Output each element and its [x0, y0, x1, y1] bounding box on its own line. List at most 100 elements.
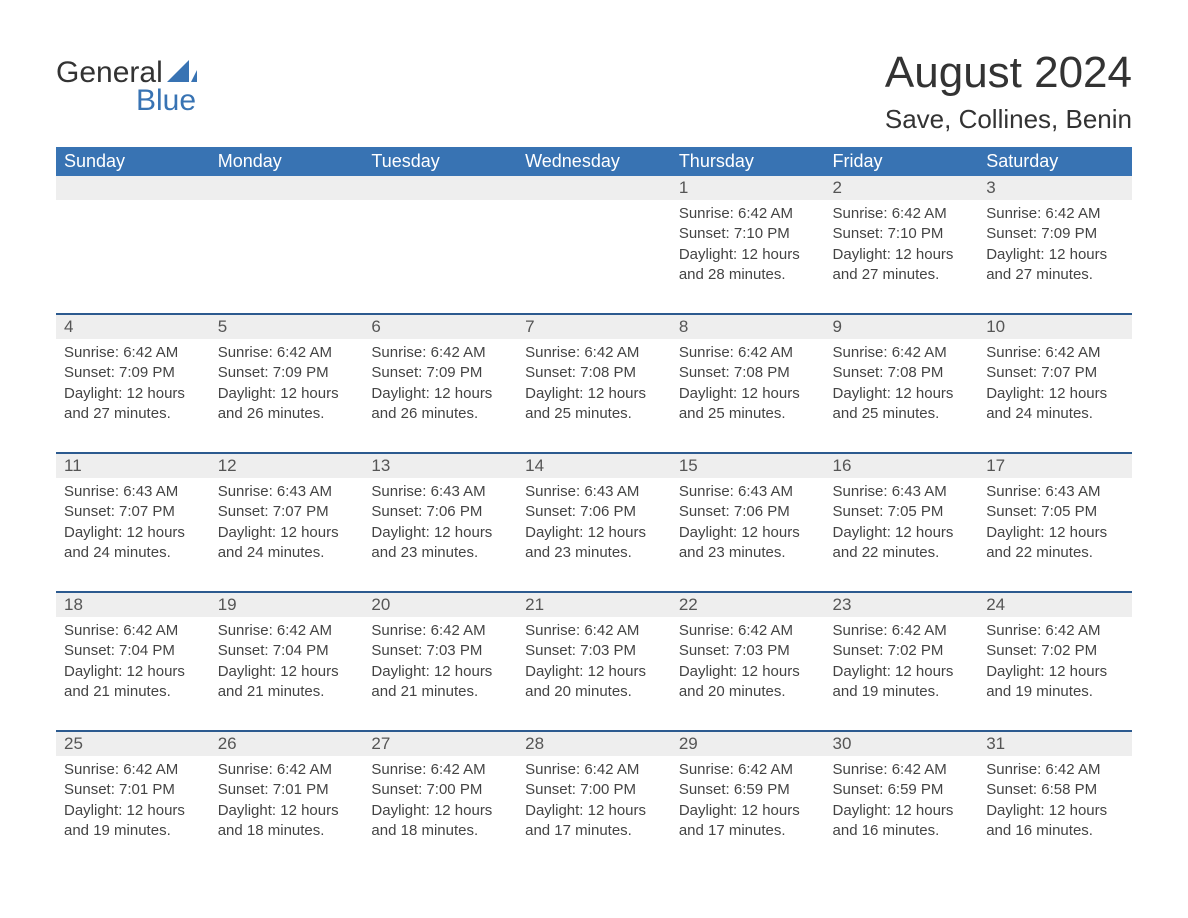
daylight-line: Daylight: 12 hours and 27 minutes.	[833, 245, 971, 286]
sunset-line: Sunset: 7:00 PM	[525, 780, 663, 800]
weekday-header: Tuesday	[363, 147, 517, 176]
day-number: 29	[671, 732, 825, 756]
sunrise-line-label: Sunrise:	[218, 344, 277, 361]
sunrise-line-value: 6:42 AM	[584, 622, 639, 639]
sunrise-line-label: Sunrise:	[64, 761, 123, 778]
daylight-line: Daylight: 12 hours and 25 minutes.	[833, 384, 971, 425]
calendar-week: 11Sunrise: 6:43 AMSunset: 7:07 PMDayligh…	[56, 453, 1132, 592]
page-title: August 2024	[885, 48, 1132, 98]
day-number	[56, 176, 210, 200]
calendar-cell	[517, 176, 671, 314]
day-body: Sunrise: 6:42 AMSunset: 7:03 PMDaylight:…	[517, 617, 671, 702]
sunrise-line: Sunrise: 6:42 AM	[525, 760, 663, 780]
sunrise-line-label: Sunrise:	[986, 483, 1045, 500]
sunrise-line: Sunrise: 6:42 AM	[64, 621, 202, 641]
sunrise-line-value: 6:42 AM	[123, 761, 178, 778]
daylight-line-label: Daylight:	[833, 802, 896, 819]
sunset-line-value: 7:02 PM	[1041, 642, 1097, 659]
daylight-line-label: Daylight:	[64, 385, 127, 402]
calendar-cell: 26Sunrise: 6:42 AMSunset: 7:01 PMDayligh…	[210, 731, 364, 869]
sunrise-line-label: Sunrise:	[64, 622, 123, 639]
calendar-week: 1Sunrise: 6:42 AMSunset: 7:10 PMDaylight…	[56, 176, 1132, 314]
day-body: Sunrise: 6:42 AMSunset: 7:09 PMDaylight:…	[56, 339, 210, 424]
sunrise-line-label: Sunrise:	[218, 483, 277, 500]
calendar-cell: 20Sunrise: 6:42 AMSunset: 7:03 PMDayligh…	[363, 592, 517, 731]
calendar-cell: 13Sunrise: 6:43 AMSunset: 7:06 PMDayligh…	[363, 453, 517, 592]
sunset-line-value: 7:05 PM	[1041, 503, 1097, 520]
sunrise-line: Sunrise: 6:42 AM	[371, 621, 509, 641]
sunset-line-label: Sunset:	[986, 642, 1041, 659]
sunset-line-value: 6:58 PM	[1041, 781, 1097, 798]
day-body: Sunrise: 6:42 AMSunset: 7:02 PMDaylight:…	[825, 617, 979, 702]
sunset-line-value: 7:03 PM	[734, 642, 790, 659]
sunset-line-value: 7:10 PM	[734, 225, 790, 242]
calendar-cell: 4Sunrise: 6:42 AMSunset: 7:09 PMDaylight…	[56, 314, 210, 453]
calendar-cell	[210, 176, 364, 314]
calendar-week: 18Sunrise: 6:42 AMSunset: 7:04 PMDayligh…	[56, 592, 1132, 731]
calendar-cell: 19Sunrise: 6:42 AMSunset: 7:04 PMDayligh…	[210, 592, 364, 731]
sunrise-line: Sunrise: 6:42 AM	[371, 343, 509, 363]
sunrise-line-value: 6:42 AM	[277, 344, 332, 361]
sunset-line: Sunset: 7:07 PM	[986, 363, 1124, 383]
day-number: 24	[978, 593, 1132, 617]
calendar-cell: 28Sunrise: 6:42 AMSunset: 7:00 PMDayligh…	[517, 731, 671, 869]
sunrise-line: Sunrise: 6:42 AM	[986, 204, 1124, 224]
daylight-line: Daylight: 12 hours and 21 minutes.	[64, 662, 202, 703]
sunset-line: Sunset: 7:09 PM	[218, 363, 356, 383]
daylight-line: Daylight: 12 hours and 26 minutes.	[218, 384, 356, 425]
sunrise-line-label: Sunrise:	[525, 483, 584, 500]
sunset-line-label: Sunset:	[679, 503, 734, 520]
sunrise-line-label: Sunrise:	[64, 344, 123, 361]
daylight-line: Daylight: 12 hours and 25 minutes.	[679, 384, 817, 425]
sunrise-line: Sunrise: 6:43 AM	[371, 482, 509, 502]
sunset-line-value: 7:08 PM	[734, 364, 790, 381]
sunset-line-value: 7:09 PM	[119, 364, 175, 381]
daylight-line: Daylight: 12 hours and 19 minutes.	[833, 662, 971, 703]
day-body: Sunrise: 6:43 AMSunset: 7:06 PMDaylight:…	[517, 478, 671, 563]
sunrise-line-label: Sunrise:	[986, 761, 1045, 778]
sunset-line: Sunset: 7:06 PM	[525, 502, 663, 522]
daylight-line-label: Daylight:	[833, 385, 896, 402]
sunset-line: Sunset: 7:09 PM	[986, 224, 1124, 244]
daylight-line: Daylight: 12 hours and 22 minutes.	[986, 523, 1124, 564]
sunset-line-value: 7:07 PM	[119, 503, 175, 520]
day-body: Sunrise: 6:43 AMSunset: 7:05 PMDaylight:…	[825, 478, 979, 563]
day-body: Sunrise: 6:42 AMSunset: 7:03 PMDaylight:…	[671, 617, 825, 702]
daylight-line-label: Daylight:	[218, 385, 281, 402]
sunrise-line-label: Sunrise:	[833, 761, 892, 778]
daylight-line-label: Daylight:	[833, 524, 896, 541]
sunrise-line-label: Sunrise:	[525, 344, 584, 361]
day-body: Sunrise: 6:42 AMSunset: 7:10 PMDaylight:…	[825, 200, 979, 285]
day-number: 30	[825, 732, 979, 756]
sunrise-line-label: Sunrise:	[833, 205, 892, 222]
sunrise-line: Sunrise: 6:42 AM	[833, 621, 971, 641]
sunset-line-label: Sunset:	[986, 364, 1041, 381]
sunrise-line: Sunrise: 6:42 AM	[679, 343, 817, 363]
weekday-header: Friday	[825, 147, 979, 176]
day-number: 18	[56, 593, 210, 617]
sunset-line-value: 7:00 PM	[580, 781, 636, 798]
calendar-week: 4Sunrise: 6:42 AMSunset: 7:09 PMDaylight…	[56, 314, 1132, 453]
sunrise-line-label: Sunrise:	[679, 622, 738, 639]
day-body: Sunrise: 6:42 AMSunset: 7:00 PMDaylight:…	[363, 756, 517, 841]
daylight-line-label: Daylight:	[679, 246, 742, 263]
calendar-cell: 14Sunrise: 6:43 AMSunset: 7:06 PMDayligh…	[517, 453, 671, 592]
daylight-line-label: Daylight:	[525, 524, 588, 541]
sunrise-line-label: Sunrise:	[525, 761, 584, 778]
sunset-line-value: 7:05 PM	[888, 503, 944, 520]
sunset-line-value: 6:59 PM	[888, 781, 944, 798]
day-number: 31	[978, 732, 1132, 756]
daylight-line: Daylight: 12 hours and 18 minutes.	[371, 801, 509, 842]
daylight-line: Daylight: 12 hours and 16 minutes.	[986, 801, 1124, 842]
sunset-line-value: 7:03 PM	[580, 642, 636, 659]
daylight-line: Daylight: 12 hours and 16 minutes.	[833, 801, 971, 842]
day-number	[363, 176, 517, 200]
sunrise-line: Sunrise: 6:42 AM	[679, 204, 817, 224]
daylight-line-label: Daylight:	[525, 385, 588, 402]
calendar-cell: 21Sunrise: 6:42 AMSunset: 7:03 PMDayligh…	[517, 592, 671, 731]
day-body: Sunrise: 6:43 AMSunset: 7:06 PMDaylight:…	[671, 478, 825, 563]
sunrise-line-value: 6:43 AM	[892, 483, 947, 500]
sunset-line: Sunset: 7:05 PM	[986, 502, 1124, 522]
day-body: Sunrise: 6:42 AMSunset: 7:09 PMDaylight:…	[210, 339, 364, 424]
calendar-cell: 22Sunrise: 6:42 AMSunset: 7:03 PMDayligh…	[671, 592, 825, 731]
